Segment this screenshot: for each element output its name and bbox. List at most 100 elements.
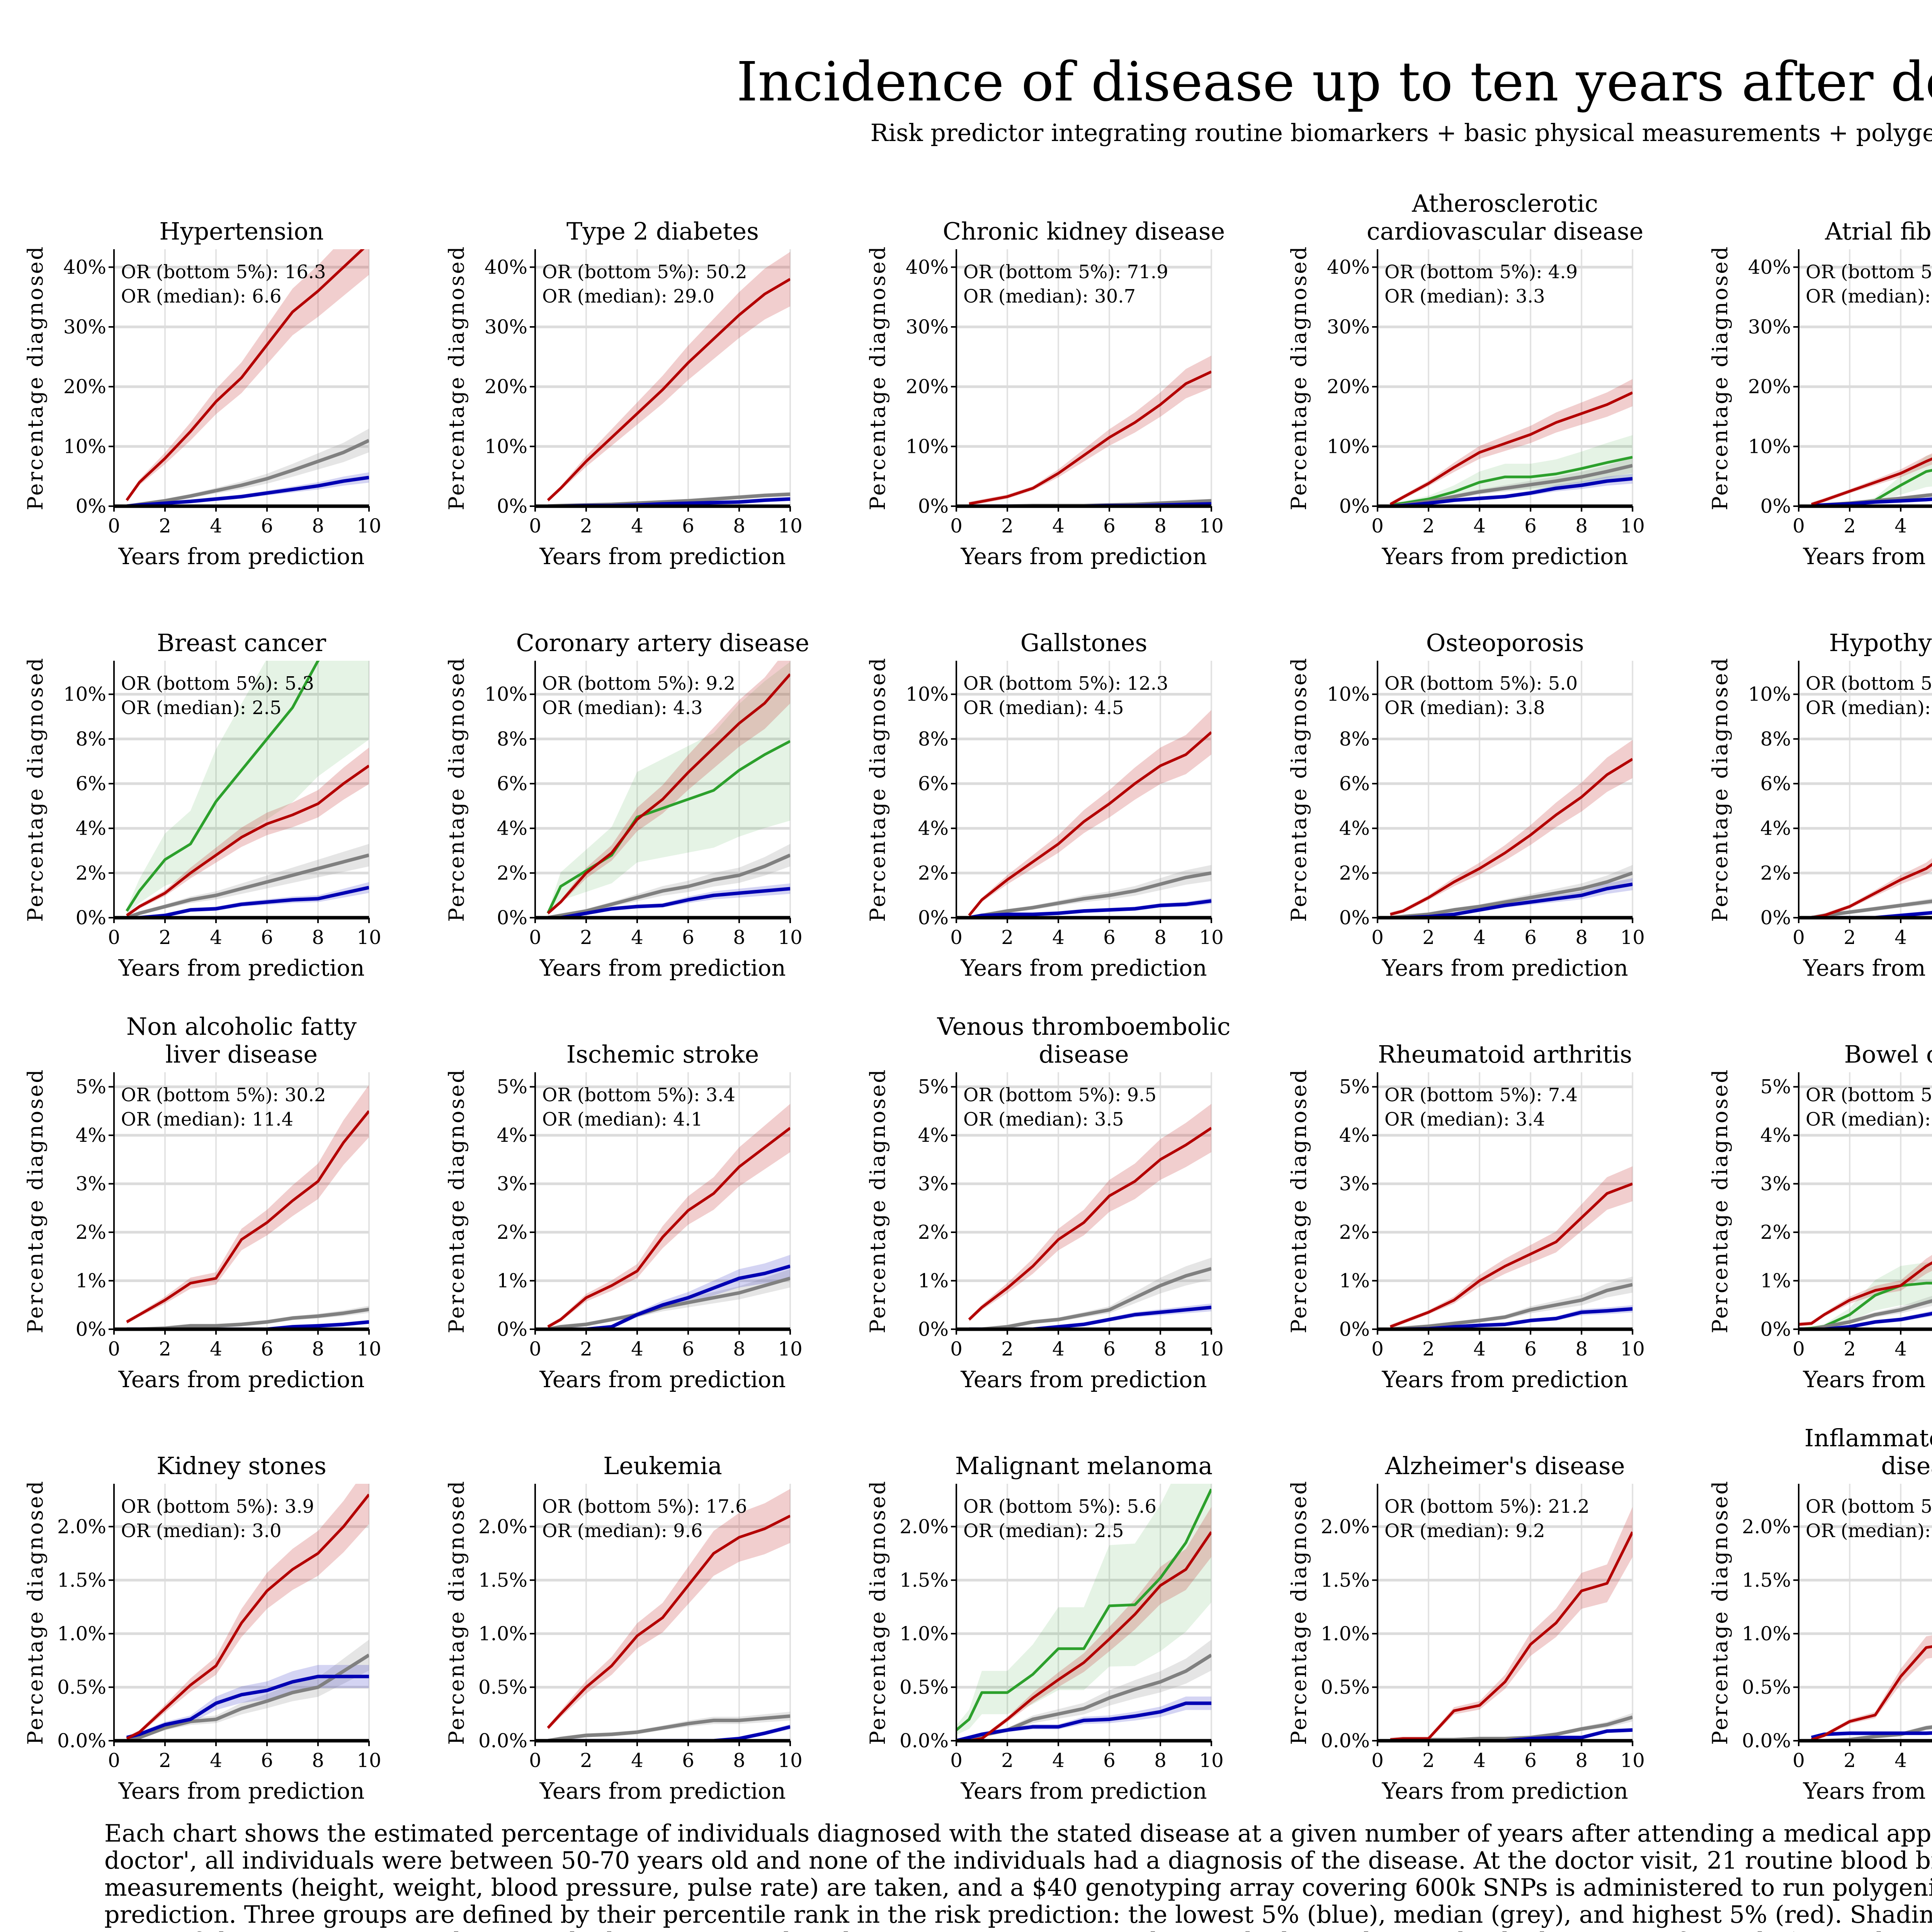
y-axis-label: Percentage diagnosed bbox=[866, 656, 890, 922]
x-tick-label: 2 bbox=[1844, 1749, 1856, 1772]
y-tick-label: 8% bbox=[497, 728, 527, 750]
y-tick-label: 0.0% bbox=[1742, 1730, 1791, 1752]
y-tick-label: 1.5% bbox=[900, 1569, 949, 1591]
x-tick-label: 4 bbox=[631, 926, 643, 949]
x-tick-label: 4 bbox=[1473, 1749, 1486, 1772]
or-median-annotation: OR (median): 2.3 bbox=[1806, 1109, 1932, 1130]
or-median-annotation: OR (median): 4.1 bbox=[542, 1109, 703, 1130]
x-tick-label: 0 bbox=[1793, 926, 1805, 949]
series-group bbox=[126, 1484, 369, 1741]
caption-box: Each chart shows the estimated percentag… bbox=[104, 1820, 1932, 1932]
chart-title: Rheumatoid arthritis bbox=[1378, 1040, 1632, 1068]
series-line-lowest-5- bbox=[548, 1725, 790, 1741]
y-tick-label: 6% bbox=[76, 772, 106, 795]
chart-panel: Coronary artery disease 0% 2% 4% 6% 8% 10% 0 2 4 6… bbox=[444, 629, 810, 981]
x-axis-label: Years from prediction bbox=[539, 955, 786, 981]
or-bottom-annotation: OR (bottom 5%): 5.3 bbox=[121, 673, 314, 694]
y-axis-label: Percentage diagnosed bbox=[444, 656, 469, 922]
x-tick-label: 10 bbox=[357, 515, 381, 537]
y-tick-label: 0% bbox=[918, 906, 949, 929]
x-axis-label: Years from prediction bbox=[1381, 1366, 1628, 1393]
ci-band-highest-5- bbox=[1390, 740, 1633, 917]
y-tick-label: 30% bbox=[906, 316, 949, 338]
y-tick-label: 10% bbox=[906, 683, 949, 706]
or-median-annotation: OR (median): 30.7 bbox=[963, 286, 1136, 307]
y-tick-label: 40% bbox=[1327, 256, 1370, 278]
x-tick-label: 6 bbox=[261, 515, 273, 537]
chart-title: disease bbox=[1881, 1452, 1932, 1480]
y-axis-label: Percentage diagnosed bbox=[1708, 1068, 1732, 1333]
x-tick-label: 2 bbox=[159, 1749, 171, 1772]
y-tick-label: 30% bbox=[485, 316, 527, 338]
series-group bbox=[969, 355, 1211, 506]
x-tick-label: 10 bbox=[357, 1338, 381, 1360]
chart-panel: Leukemia 0.0% 0.5% 1.0% 1.5% 2.0% 0 2 4 6 8 10 OR (b… bbox=[444, 1452, 803, 1804]
caption: Each chart shows the estimated percentag… bbox=[104, 1820, 1932, 1932]
or-median-annotation: OR (median): 4.8 bbox=[1806, 286, 1932, 307]
y-tick-label: 2.0% bbox=[1321, 1515, 1370, 1538]
y-tick-label: 0.5% bbox=[1321, 1676, 1370, 1698]
x-axis-label: Years from prediction bbox=[960, 1366, 1207, 1393]
x-tick-label: 0 bbox=[108, 1749, 120, 1772]
y-tick-label: 40% bbox=[1748, 256, 1791, 278]
y-tick-label: 0% bbox=[918, 495, 949, 517]
or-bottom-annotation: OR (bottom 5%): 12.1 bbox=[1806, 673, 1932, 694]
x-tick-label: 4 bbox=[210, 926, 222, 949]
y-axis-label: Percentage diagnosed bbox=[1708, 1480, 1732, 1745]
or-bottom-annotation: OR (bottom 5%): 30.2 bbox=[121, 1084, 326, 1106]
x-tick-label: 10 bbox=[357, 926, 381, 949]
y-tick-label: 8% bbox=[1760, 728, 1791, 750]
or-bottom-annotation: OR (bottom 5%): 12.3 bbox=[963, 673, 1168, 694]
y-axis-label: Percentage diagnosed bbox=[1708, 245, 1732, 510]
y-tick-label: 2% bbox=[76, 862, 106, 884]
y-tick-label: 20% bbox=[485, 376, 527, 398]
series-group bbox=[1811, 453, 1932, 506]
y-tick-label: 2.0% bbox=[900, 1515, 949, 1538]
y-tick-label: 0.0% bbox=[1321, 1730, 1370, 1752]
chart-title: Ischemic stroke bbox=[566, 1040, 759, 1068]
x-tick-label: 2 bbox=[159, 515, 171, 537]
y-tick-label: 5% bbox=[918, 1076, 949, 1098]
y-tick-label: 4% bbox=[76, 817, 106, 840]
y-tick-label: 2% bbox=[1339, 862, 1370, 884]
y-tick-label: 5% bbox=[76, 1076, 106, 1098]
y-tick-label: 1.5% bbox=[1742, 1569, 1791, 1591]
x-tick-label: 2 bbox=[1844, 926, 1856, 949]
chart-panel: Rheumatoid arthritis 0% 1% 2% 3% 4% 5% 0 2 4 6 8 10 O… bbox=[1287, 1040, 1645, 1393]
series-line-highest-5- bbox=[969, 370, 1211, 505]
y-tick-label: 4% bbox=[918, 1124, 949, 1146]
chart-title: liver disease bbox=[165, 1040, 318, 1068]
or-bottom-annotation: OR (bottom 5%): 3.9 bbox=[121, 1496, 314, 1517]
y-tick-label: 40% bbox=[63, 256, 106, 278]
x-tick-label: 8 bbox=[312, 515, 324, 537]
series-line-lowest-5- bbox=[1390, 1728, 1633, 1741]
series-group bbox=[1811, 1635, 1932, 1741]
figure-title: Incidence of disease up to ten years aft… bbox=[736, 51, 1932, 114]
x-tick-label: 0 bbox=[1793, 515, 1805, 537]
x-tick-label: 0 bbox=[529, 1338, 541, 1360]
x-tick-label: 2 bbox=[1001, 515, 1014, 537]
x-tick-label: 2 bbox=[580, 1749, 592, 1772]
x-tick-label: 2 bbox=[159, 1338, 171, 1360]
series-group bbox=[126, 249, 369, 506]
x-tick-label: 0 bbox=[108, 926, 120, 949]
x-tick-label: 0 bbox=[1793, 1338, 1805, 1360]
ci-band-highest-5- bbox=[969, 355, 1211, 506]
x-tick-label: 6 bbox=[261, 926, 273, 949]
x-axis-label: Years from prediction bbox=[1803, 1366, 1932, 1393]
x-tick-label: 0 bbox=[529, 1749, 541, 1772]
x-tick-label: 6 bbox=[1524, 515, 1537, 537]
or-median-annotation: OR (median): 4.5 bbox=[963, 697, 1124, 719]
chart-title: Atherosclerotic bbox=[1412, 189, 1598, 218]
x-tick-label: 4 bbox=[210, 515, 222, 537]
ci-band-highest-5- bbox=[1811, 1635, 1932, 1741]
series-group bbox=[1799, 1255, 1932, 1329]
x-axis-label: Years from prediction bbox=[960, 955, 1207, 981]
chart-panel: Malignant melanoma 0.0% 0.5% 1.0% 1.5% 2.0% 0 2… bbox=[866, 1452, 1224, 1804]
y-tick-label: 1.0% bbox=[1742, 1622, 1791, 1645]
x-tick-label: 10 bbox=[778, 1749, 803, 1772]
or-bottom-annotation: OR (bottom 5%): 21.2 bbox=[1384, 1496, 1590, 1517]
series-line-highest-5- bbox=[1799, 1261, 1932, 1326]
figure-subtitle: Risk predictor integrating routine bioma… bbox=[871, 119, 1932, 147]
